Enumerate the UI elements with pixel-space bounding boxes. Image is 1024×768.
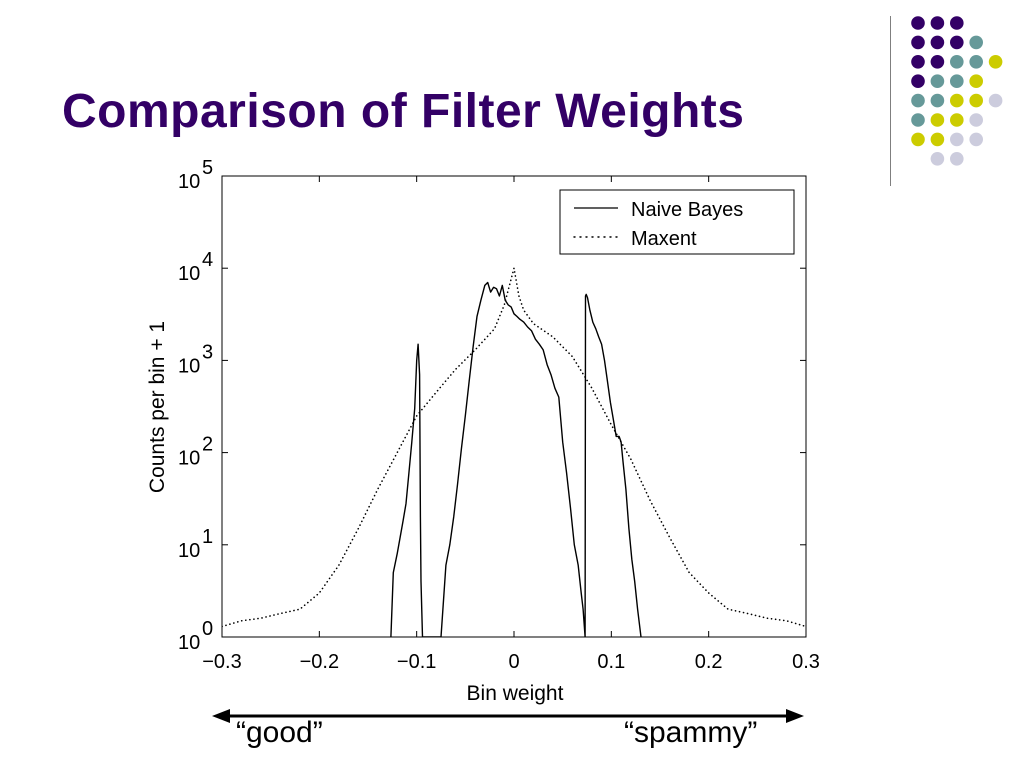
y-tick-label: 10 (178, 540, 200, 562)
accent-dot (969, 35, 983, 50)
accent-dot (930, 152, 945, 166)
accent-dot (950, 113, 964, 127)
accent-dot (911, 93, 925, 108)
x-axis-label: Bin weight (467, 682, 564, 705)
accent-dot (930, 93, 945, 108)
y-tick-exponent: 4 (202, 249, 213, 271)
y-tick-exponent: 0 (202, 618, 213, 640)
accent-dot (930, 74, 945, 88)
accent-dot (950, 132, 964, 147)
y-tick-label: 10 (178, 448, 200, 470)
accent-dot (969, 74, 983, 88)
decorative-dot-grid (911, 16, 1003, 166)
accent-dot (988, 55, 1003, 69)
y-tick-exponent: 5 (202, 157, 213, 179)
accent-dot (969, 55, 983, 69)
accent-dot (911, 35, 925, 50)
accent-dot (950, 74, 964, 88)
x-tick-label: 0 (508, 651, 519, 673)
y-axis-label: Counts per bin + 1 (146, 321, 169, 493)
x-tick-label: −0.3 (202, 651, 241, 673)
annotation-good-label: “good” (236, 716, 323, 749)
series-naive-bayes (390, 281, 642, 637)
accent-dot (930, 16, 945, 30)
y-tick-exponent: 3 (202, 341, 213, 363)
chart-legend: Naive Bayes Maxent (559, 189, 795, 255)
accent-dot (911, 132, 925, 147)
accent-dot (930, 132, 945, 147)
accent-dot (950, 16, 964, 30)
double-headed-arrow (212, 709, 804, 723)
y-tick-label: 10 (178, 355, 200, 377)
accent-dot (969, 93, 983, 108)
y-tick-exponent: 2 (202, 434, 213, 456)
accent-dot (911, 55, 925, 69)
y-tick-label: 10 (178, 632, 200, 654)
accent-dot (950, 93, 964, 108)
slide-title: Comparison of Filter Weights (62, 85, 745, 138)
accent-dot (930, 113, 945, 127)
x-tick-label: 0.3 (792, 651, 820, 673)
accent-dot (988, 93, 1003, 108)
accent-dot (950, 35, 964, 50)
accent-dot (911, 74, 925, 88)
accent-dot (911, 113, 925, 127)
x-tick-label: 0.2 (695, 651, 723, 673)
legend-label-naive-bayes: Naive Bayes (631, 199, 743, 221)
legend-label-maxent: Maxent (631, 228, 697, 250)
x-tick-label: −0.2 (300, 651, 339, 673)
accent-dot (969, 132, 983, 147)
annotation-spammy-label: “spammy” (624, 716, 758, 749)
accent-dot (930, 55, 945, 69)
accent-dot (969, 113, 983, 127)
x-tick-label: 0.1 (597, 651, 625, 673)
y-tick-label: 10 (178, 263, 200, 285)
title-divider (890, 16, 891, 186)
accent-dot (950, 152, 964, 166)
accent-dot (911, 16, 925, 30)
x-tick-label: −0.1 (397, 651, 436, 673)
accent-dot (950, 55, 964, 69)
legend-box (559, 189, 795, 255)
accent-dot (930, 35, 945, 50)
y-tick-label: 10 (178, 171, 200, 193)
y-tick-exponent: 1 (202, 526, 213, 548)
